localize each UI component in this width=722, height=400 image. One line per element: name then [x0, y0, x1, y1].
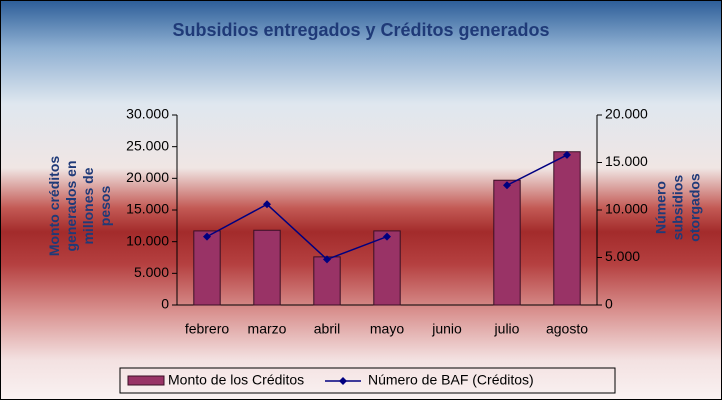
point: [503, 181, 511, 190]
x-tick-label: mayo: [370, 321, 404, 337]
x-tick-label: agosto: [546, 321, 588, 337]
y-tick-label: 0: [161, 296, 169, 312]
y2-tick-label: 20.000: [605, 106, 648, 122]
y-tick-label: 20.000: [126, 169, 169, 185]
point: [323, 255, 331, 264]
line: [206, 154, 568, 261]
y-tick-label: 10.000: [126, 232, 169, 248]
x-tick-label: marzo: [248, 321, 287, 337]
point: [383, 232, 391, 241]
point: [263, 200, 271, 209]
bar: [193, 230, 221, 306]
bar: [313, 256, 341, 306]
y2-tick-label: 0: [605, 296, 613, 312]
x-tick-label: julio: [494, 321, 520, 337]
y-tick-label: 15.000: [126, 201, 169, 217]
legend-marker: [339, 377, 347, 385]
x-tick-label: abril: [314, 321, 340, 337]
x-tick-label: febrero: [185, 321, 230, 337]
legend-box: [119, 367, 616, 394]
y-tick-label: 30.000: [126, 106, 169, 122]
bar: [493, 179, 521, 306]
y2-axis-title: Número subsidios otorgados: [652, 173, 703, 242]
bar: [553, 151, 581, 306]
y-tick-label: 25.000: [126, 137, 169, 153]
x-tick-label: junio: [431, 321, 462, 337]
y2-tick-label: 5.000: [605, 248, 640, 264]
chart-title: Subsidios entregados y Créditos generado…: [172, 20, 549, 40]
y-tick-label: 5.000: [134, 264, 169, 280]
point: [563, 150, 571, 159]
y2-tick-label: 15.000: [605, 153, 648, 169]
legend-label: Número de BAF (Créditos): [368, 372, 534, 388]
bar: [253, 229, 281, 306]
y-axis-title: Monto créditos generados en millones de …: [46, 155, 113, 257]
point: [203, 232, 211, 241]
bar: [373, 230, 401, 306]
legend-swatch: [127, 375, 165, 386]
legend-label: Monto de los Créditos: [168, 372, 304, 388]
y2-tick-label: 10.000: [605, 201, 648, 217]
